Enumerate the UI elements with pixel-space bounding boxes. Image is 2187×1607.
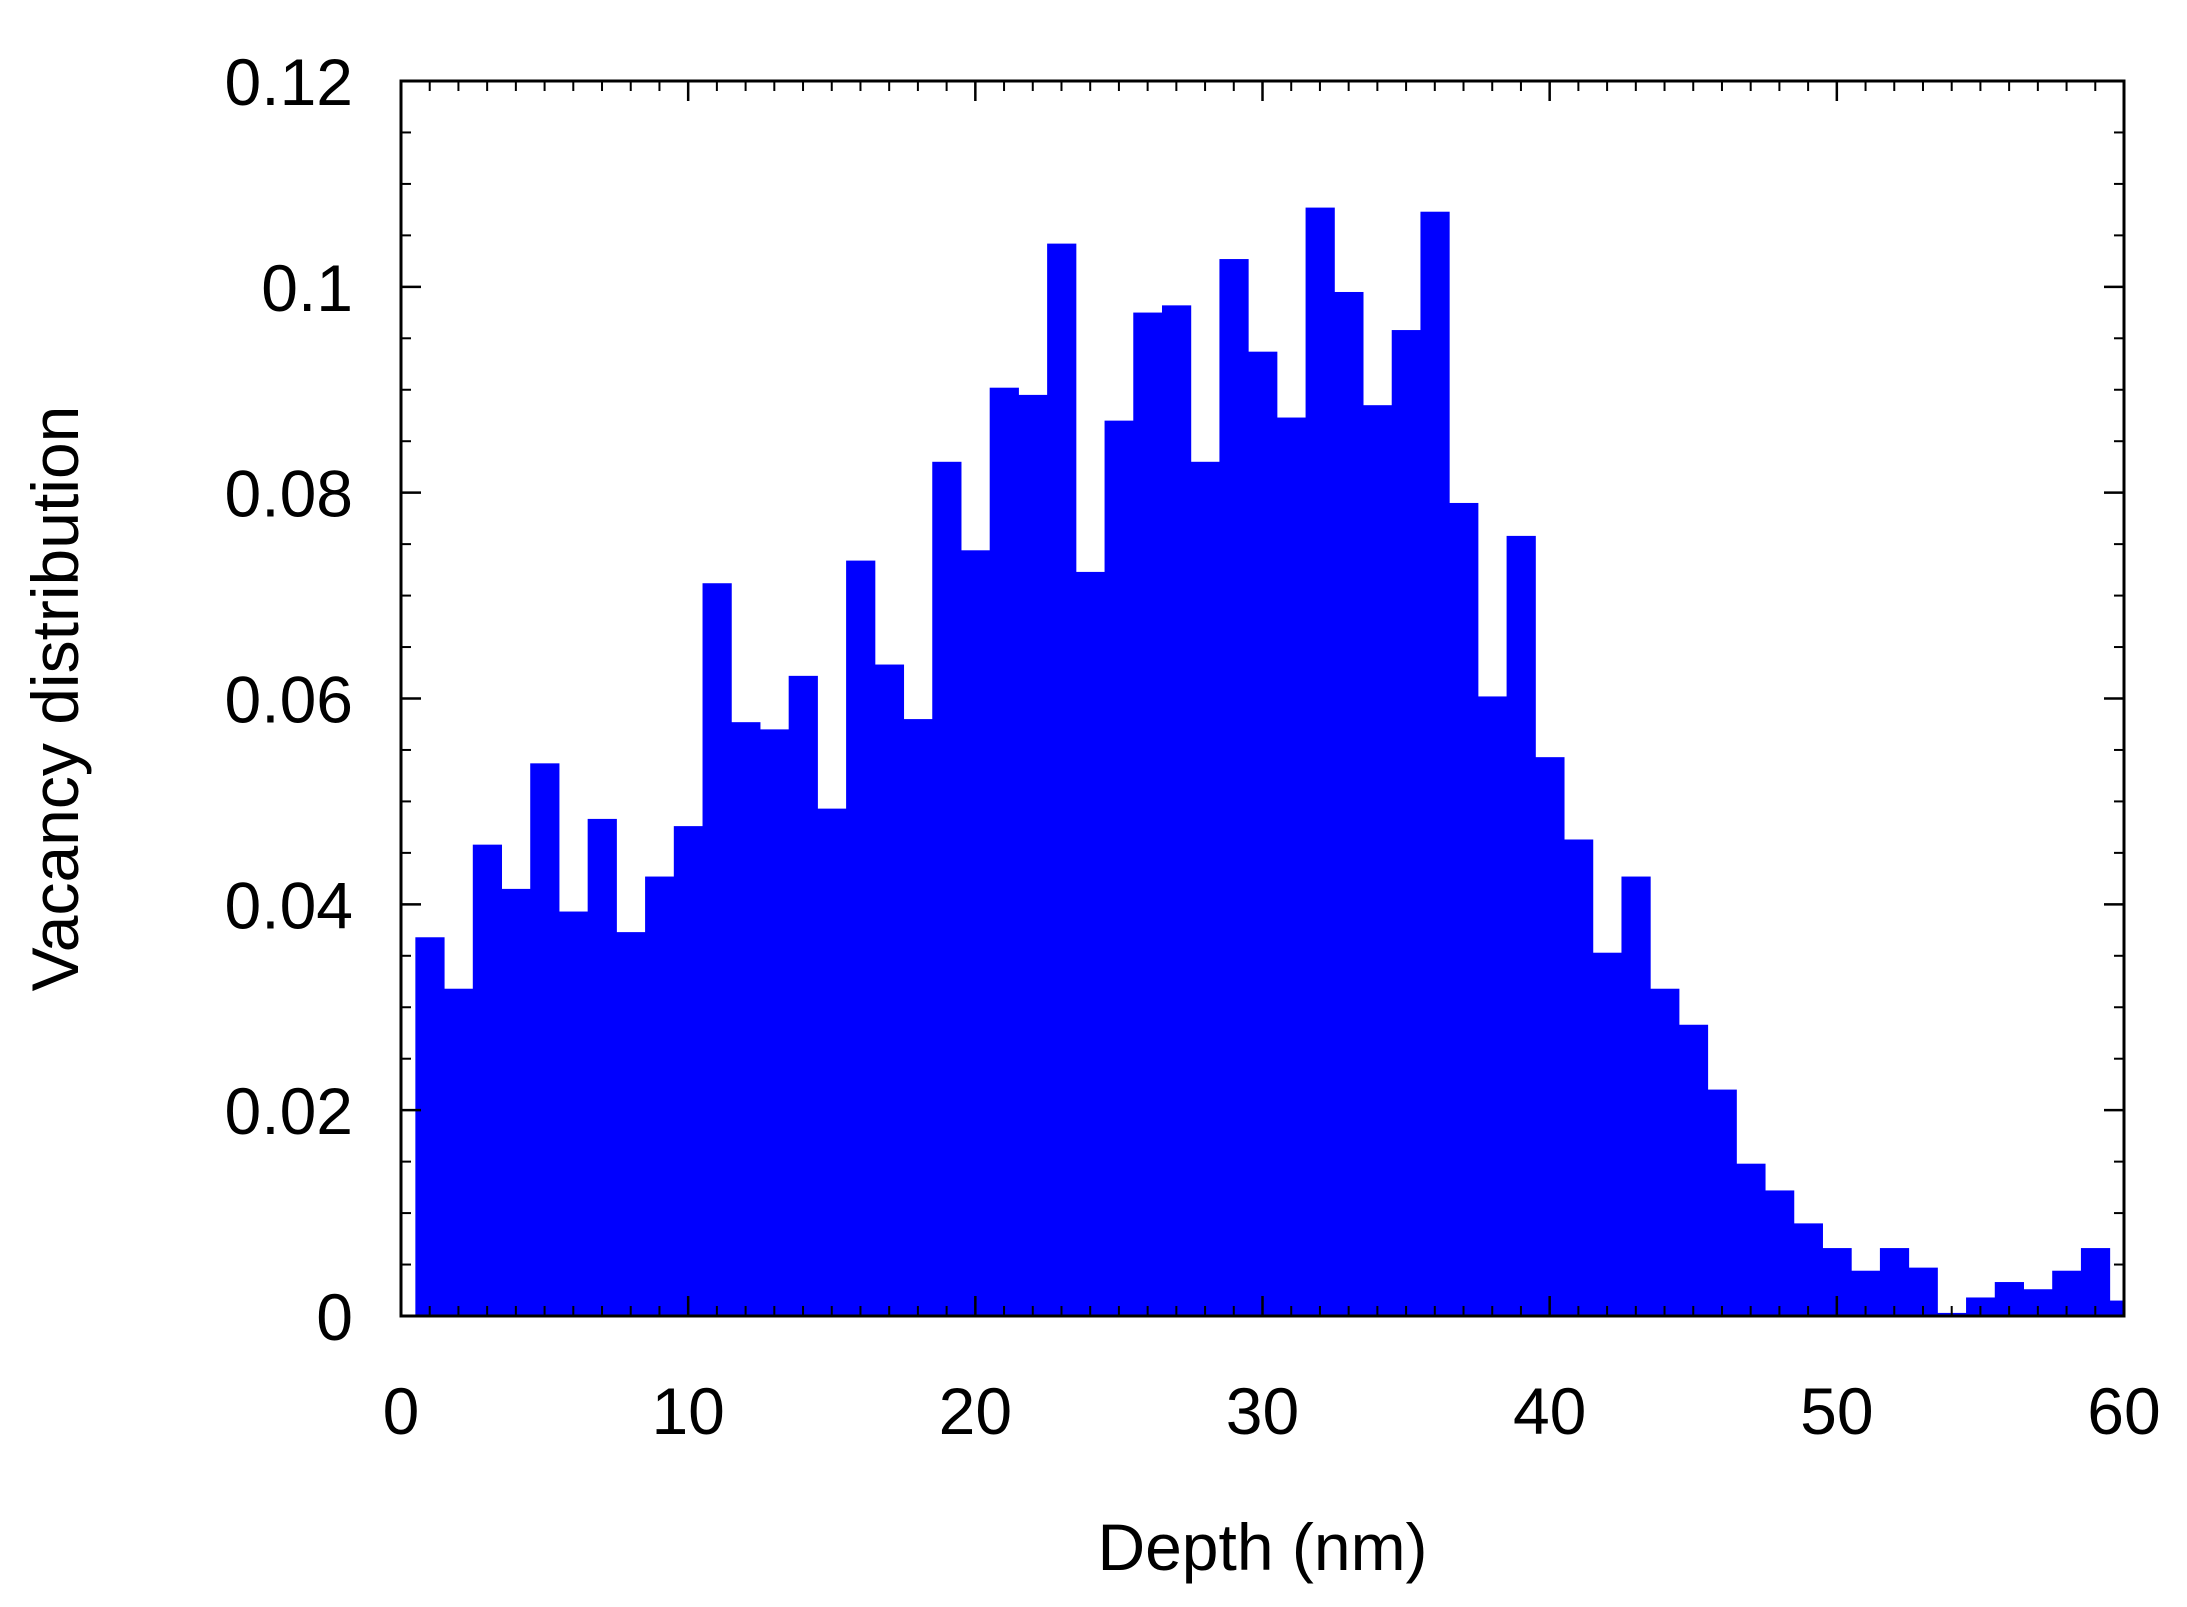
bar-series <box>415 207 2125 1317</box>
histogram-bar <box>1879 1248 1910 1316</box>
histogram-bar <box>530 763 560 1316</box>
histogram-bar <box>1190 461 1220 1317</box>
histogram-bar <box>1161 305 1192 1316</box>
histogram-bar <box>788 675 818 1316</box>
histogram-bar <box>1104 420 1134 1316</box>
histogram-bar <box>501 888 531 1316</box>
minor-ticks <box>401 81 2124 1316</box>
x-tick-label: 0 <box>383 1374 420 1448</box>
histogram-bar <box>444 988 474 1316</box>
histogram-bar <box>1305 207 1335 1316</box>
histogram-bar <box>702 583 732 1316</box>
histogram-bar <box>1477 696 1508 1316</box>
y-tick-label: 0.04 <box>225 868 353 942</box>
y-tick-labels: 0 0.02 0.04 0.06 0.08 0.1 0.12 <box>225 45 353 1354</box>
histogram-bar <box>731 722 761 1316</box>
histogram-bar <box>1449 502 1479 1316</box>
histogram-bar <box>960 550 991 1316</box>
histogram-bar <box>1018 394 1048 1316</box>
y-tick-label: 0 <box>316 1280 353 1354</box>
histogram-bar <box>1707 1089 1737 1316</box>
histogram-bar <box>1736 1163 1766 1316</box>
y-tick-label: 0.02 <box>225 1074 353 1148</box>
histogram-bar <box>1075 571 1106 1316</box>
histogram-bar <box>1248 351 1278 1316</box>
histogram-bar <box>587 818 617 1316</box>
histogram-bar <box>1133 312 1163 1316</box>
histogram-bar <box>1650 988 1680 1316</box>
histogram-bar <box>558 911 589 1316</box>
x-tick-label: 10 <box>651 1374 724 1448</box>
histogram-bar <box>2080 1248 2111 1316</box>
y-tick-label: 0.06 <box>225 663 353 737</box>
histogram-bar <box>846 560 876 1316</box>
histogram-bar <box>1219 259 1249 1316</box>
histogram-bar <box>1564 839 1594 1316</box>
histogram-bar <box>874 664 905 1316</box>
histogram-bar <box>472 844 503 1316</box>
x-tick-label: 40 <box>1513 1374 1586 1448</box>
x-axis-title: Depth (nm) <box>1097 1510 1427 1584</box>
x-tick-label: 50 <box>1800 1374 1873 1448</box>
histogram-bar <box>415 937 445 1316</box>
histogram-bar <box>2109 1300 2125 1316</box>
histogram-bar <box>1621 876 1651 1316</box>
x-tick-label: 20 <box>939 1374 1012 1448</box>
y-tick-label: 0.1 <box>261 251 353 325</box>
histogram-bar <box>1506 535 1536 1316</box>
histogram-bar <box>1391 330 1421 1316</box>
histogram-bar <box>1334 291 1364 1317</box>
histogram-bar <box>1793 1223 1823 1316</box>
histogram-bar <box>645 876 675 1316</box>
y-axis-title: Vacancy distribution <box>18 406 92 992</box>
x-tick-label: 30 <box>1226 1374 1299 1448</box>
histogram-bar <box>903 719 933 1316</box>
histogram-bar <box>1420 211 1450 1317</box>
x-tick-label: 60 <box>2087 1374 2160 1448</box>
histogram-bar <box>1592 952 1622 1316</box>
histogram-bar <box>1765 1190 1795 1316</box>
histogram-bar <box>932 461 962 1317</box>
histogram-bar <box>989 387 1019 1317</box>
histogram-bar <box>1535 757 1565 1316</box>
y-tick-label: 0.08 <box>225 457 353 531</box>
histogram-bar <box>1276 417 1307 1317</box>
histogram-bar <box>759 729 790 1316</box>
plot-frame <box>399 79 2126 1318</box>
histogram-bar <box>1047 243 1077 1316</box>
histogram-bar <box>673 826 704 1316</box>
histogram-bar <box>616 932 646 1316</box>
histogram-bar <box>817 808 847 1316</box>
x-tick-labels: 0 10 20 30 40 50 60 <box>383 1374 2161 1448</box>
y-tick-label: 0.12 <box>225 45 353 119</box>
histogram-bar <box>1363 405 1393 1316</box>
histogram-bar <box>1678 1024 1709 1316</box>
